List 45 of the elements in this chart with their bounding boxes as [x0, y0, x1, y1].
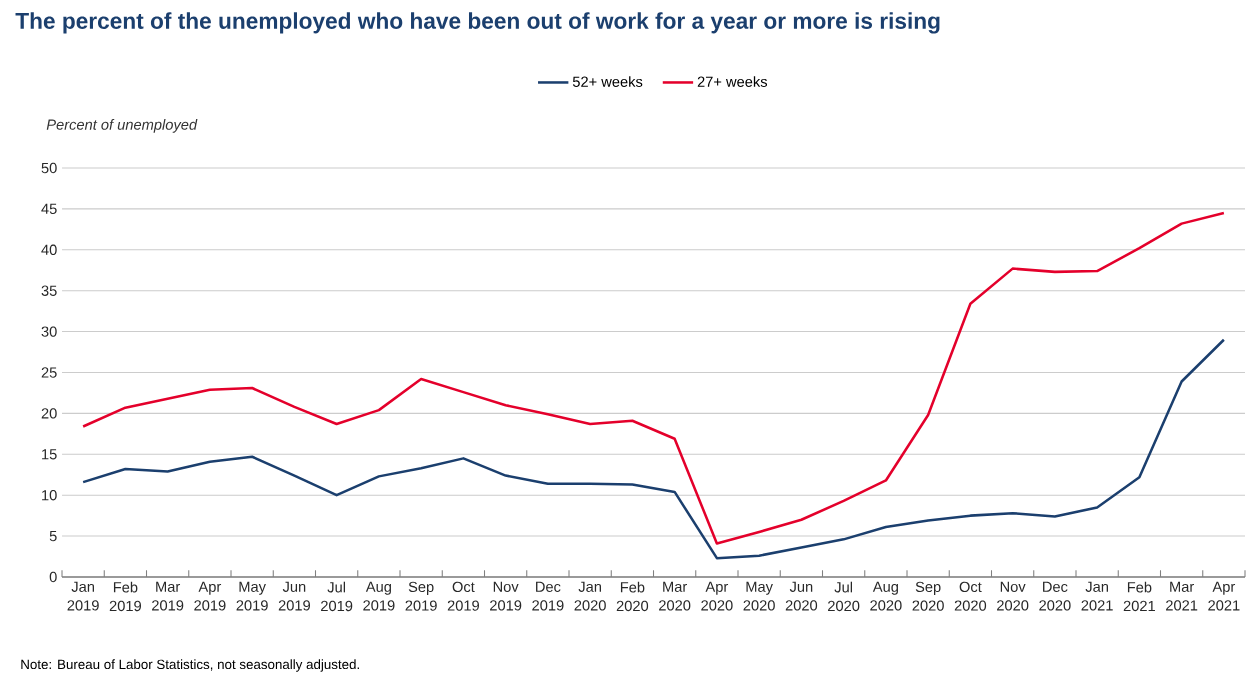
text: Note: Bureau of Labor Statistics, not seasonally adjusted.: [21, 659, 359, 672]
x-tick-label: Feb 2021: [1123, 581, 1155, 612]
x-tick-label: Jul 2019: [321, 581, 353, 612]
x-tick-label: Aug 2020: [870, 581, 902, 611]
legend-label: 52+ weeks: [572, 76, 643, 87]
x-tick-label: May 2019: [236, 581, 268, 611]
x-tick-label: Jul 2020: [828, 581, 860, 612]
x-tick-label: Jan 2021: [1081, 581, 1113, 611]
x-tick-label: Nov 2019: [490, 581, 522, 611]
x-tick-label: May 2020: [743, 581, 775, 611]
y-tick-label: 20: [41, 408, 57, 419]
y-axis-title: Percent of unemployed: [46, 119, 198, 133]
chart-title: The percent of the unemployed who have been out of work for a year or more is rising: [15, 12, 940, 34]
x-tick-label: Mar 2019: [152, 581, 184, 611]
y-tick-label: 50: [41, 162, 57, 174]
x-tick-label: Jun 2019: [278, 581, 310, 611]
line-series: [81, 338, 1226, 560]
x-tick-label: Apr 2020: [701, 581, 733, 611]
y-tick-label: 15: [42, 449, 57, 460]
x-tick-label: Nov 2020: [997, 581, 1029, 611]
x-tick-label: Dec 2020: [1039, 581, 1071, 611]
x-tick-label: Feb 2019: [109, 581, 141, 612]
y-tick-label: 45: [41, 203, 57, 215]
y-tick-label: 10: [42, 490, 57, 501]
x-tick-label: Oct 2019: [447, 581, 479, 611]
y-tick-label: 5: [49, 530, 57, 542]
x-tick-label: Sep 2019: [405, 581, 437, 611]
x-tick-label: Apr 2019: [194, 581, 226, 611]
x-tick-label: Jan 2019: [67, 581, 99, 611]
y-tick-label: 30: [41, 326, 57, 337]
legend-label: 27+ weeks: [697, 76, 768, 87]
x-tick-label: Mar 2020: [659, 581, 691, 611]
y-tick-label: 0: [49, 571, 57, 583]
x-tick-label: Aug 2019: [363, 581, 395, 611]
x-tick-label: Sep 2020: [912, 581, 944, 611]
x-tick-label: Mar 2021: [1166, 581, 1198, 611]
x-tick-label: Jan 2020: [574, 581, 606, 611]
y-tick-label: 25: [41, 367, 57, 378]
x-tick-label: Apr 2021: [1208, 581, 1240, 611]
y-tick-label: 40: [41, 244, 57, 255]
x-tick-label: Oct 2020: [954, 581, 987, 611]
y-tick-label: 35: [41, 285, 57, 296]
x-tick-label: Jun 2020: [785, 581, 818, 611]
x-tick-label: Feb 2020: [616, 581, 649, 612]
x-tick-label: Dec 2019: [532, 581, 564, 611]
